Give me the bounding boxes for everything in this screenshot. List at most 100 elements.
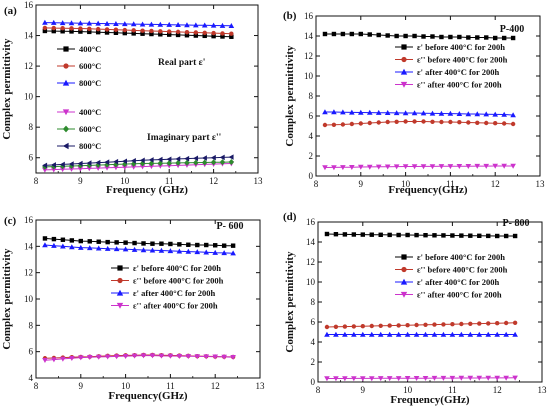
data-point bbox=[512, 375, 518, 381]
series-line bbox=[324, 165, 514, 168]
data-point bbox=[333, 324, 339, 329]
data-point bbox=[495, 233, 500, 239]
data-point bbox=[77, 20, 84, 26]
data-point bbox=[340, 31, 346, 37]
data-point bbox=[421, 119, 426, 124]
data-point bbox=[369, 323, 374, 329]
panel-title: P-400 bbox=[500, 24, 524, 35]
x-tick-label: 9 bbox=[361, 385, 366, 395]
x-tick-label: 9 bbox=[78, 176, 83, 186]
y-tick-label: 8 bbox=[311, 297, 316, 307]
data-point bbox=[221, 354, 227, 360]
data-point bbox=[351, 331, 357, 337]
data-point bbox=[158, 32, 163, 37]
data-point bbox=[157, 156, 163, 163]
data-point bbox=[95, 26, 101, 32]
data-point bbox=[438, 110, 445, 116]
data-point bbox=[59, 161, 65, 168]
data-point bbox=[141, 241, 146, 246]
series-line bbox=[44, 161, 232, 168]
data-point bbox=[369, 232, 374, 237]
data-point bbox=[322, 31, 328, 37]
data-point bbox=[457, 120, 462, 125]
data-point bbox=[193, 22, 199, 28]
data-point bbox=[404, 376, 411, 381]
data-point bbox=[456, 111, 463, 116]
data-point bbox=[396, 323, 401, 328]
data-point bbox=[430, 34, 435, 39]
data-point bbox=[485, 331, 492, 337]
x-tick-label: 12 bbox=[211, 381, 220, 391]
data-point bbox=[387, 232, 392, 238]
y-tick-label: 14 bbox=[24, 241, 34, 251]
data-point bbox=[140, 31, 145, 36]
panel-label: (b) bbox=[283, 10, 297, 22]
legend-marker bbox=[401, 266, 407, 273]
data-point bbox=[503, 331, 509, 337]
data-point bbox=[185, 248, 192, 254]
legend-marker bbox=[62, 125, 70, 133]
data-point bbox=[113, 30, 119, 35]
panel-title: P- 800 bbox=[503, 218, 530, 229]
data-point bbox=[367, 32, 372, 37]
x-tick-label: 11 bbox=[446, 179, 455, 189]
data-point bbox=[59, 167, 66, 173]
data-point bbox=[193, 30, 199, 35]
data-point bbox=[50, 162, 56, 168]
data-point bbox=[378, 232, 383, 237]
data-point bbox=[95, 159, 101, 166]
data-point bbox=[449, 331, 456, 337]
data-point bbox=[139, 21, 146, 27]
data-point bbox=[322, 165, 328, 171]
data-point bbox=[393, 164, 400, 170]
legend-marker bbox=[401, 254, 407, 260]
legend-entry: 800°C bbox=[79, 78, 101, 88]
x-tick-label: 10 bbox=[401, 179, 411, 189]
data-point bbox=[441, 233, 446, 238]
x-axis-label: Frequency (GHz) bbox=[106, 184, 188, 196]
panel-label: (a) bbox=[4, 5, 17, 17]
series-line bbox=[44, 355, 234, 361]
legend-marker bbox=[400, 68, 408, 75]
legend-entry: ε'' after 400°C for 200h bbox=[417, 290, 502, 300]
y-tick-label: 10 bbox=[24, 92, 34, 102]
data-point bbox=[466, 120, 471, 125]
y-tick-label: 16 bbox=[24, 215, 34, 225]
data-point bbox=[87, 239, 92, 244]
data-point bbox=[87, 29, 92, 35]
data-point bbox=[148, 21, 155, 27]
series-line bbox=[44, 27, 232, 35]
x-tick-label: 13 bbox=[256, 381, 266, 391]
data-point bbox=[475, 35, 480, 40]
data-point bbox=[324, 331, 330, 337]
legend-entry: ε'' after 400°C for 200h bbox=[417, 80, 502, 90]
data-point bbox=[149, 353, 156, 359]
data-point bbox=[167, 29, 172, 34]
data-point bbox=[360, 232, 365, 237]
data-point bbox=[411, 164, 418, 170]
data-point bbox=[202, 30, 207, 35]
data-point bbox=[510, 121, 516, 127]
data-point bbox=[360, 331, 366, 337]
data-point bbox=[95, 165, 101, 171]
data-point bbox=[69, 26, 74, 31]
x-tick-label: 10 bbox=[403, 385, 413, 395]
x-tick-label: 10 bbox=[120, 176, 130, 186]
data-point bbox=[60, 26, 65, 31]
x-axis-label: Frequency(GHz) bbox=[390, 394, 470, 406]
data-point bbox=[166, 21, 172, 27]
data-point bbox=[204, 242, 209, 248]
data-point bbox=[476, 375, 483, 381]
series-3 bbox=[42, 353, 236, 364]
data-point bbox=[229, 34, 234, 39]
data-point bbox=[184, 159, 190, 166]
data-point bbox=[185, 354, 192, 360]
data-point bbox=[411, 110, 418, 116]
data-point bbox=[396, 232, 401, 238]
data-point bbox=[421, 34, 426, 39]
data-point bbox=[130, 164, 137, 170]
x-tick-label: 8 bbox=[34, 381, 39, 391]
data-point bbox=[132, 240, 137, 246]
series-line bbox=[327, 377, 516, 379]
data-point bbox=[202, 33, 207, 39]
